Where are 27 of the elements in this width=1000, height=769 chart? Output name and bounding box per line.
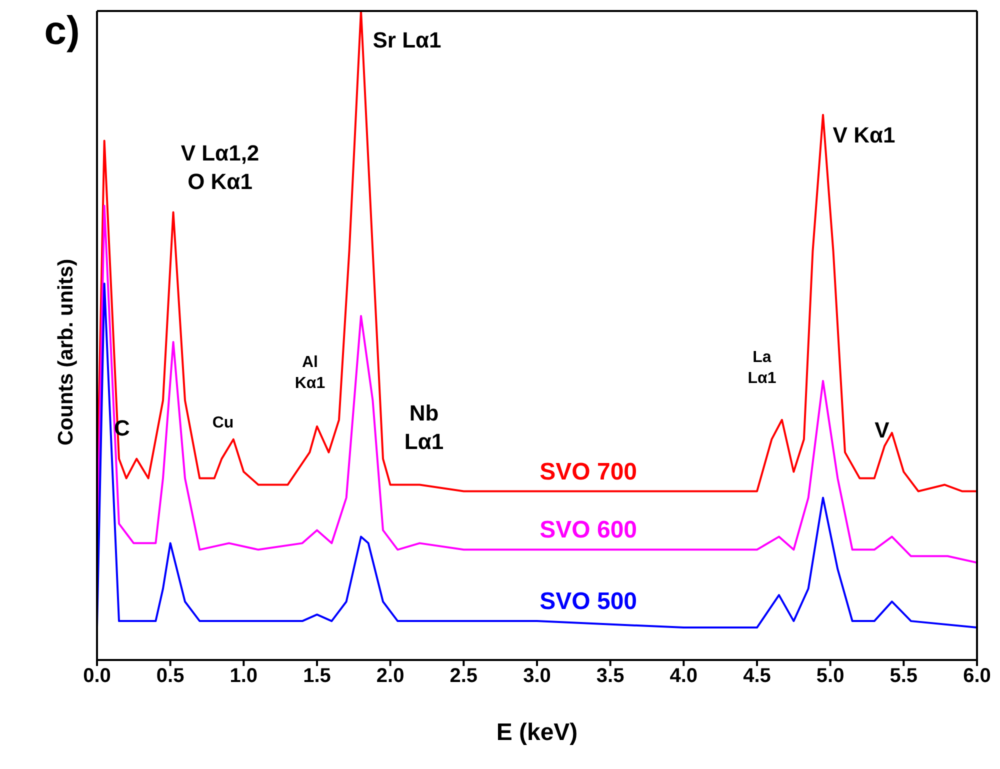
annotation: Al Kα1: [294, 354, 326, 392]
series-label: SVO 600: [540, 516, 638, 544]
x-tick-label: 5.5: [890, 665, 918, 688]
text: c): [44, 9, 80, 53]
annotation: V: [874, 418, 890, 443]
annotation: La Lα1: [748, 349, 776, 387]
series-label: SVO 500: [540, 588, 638, 616]
x-tick-label: 0.0: [83, 665, 111, 688]
x-axis-title: E (keV): [496, 719, 578, 746]
x-tick-label: 4.5: [743, 665, 771, 688]
annotation: Nb Lα1: [404, 400, 444, 454]
annotation: V Lα1,2 O Kα1: [180, 140, 260, 194]
x-tick-label: 1.0: [230, 665, 258, 688]
x-tick-label: 2.5: [450, 665, 478, 688]
x-tick-label: 4.0: [670, 665, 698, 688]
x-tick-label: 5.0: [816, 665, 844, 688]
series-label: SVO 700: [540, 458, 638, 486]
x-tick-label: 3.0: [523, 665, 551, 688]
x-tick-label: 3.5: [596, 665, 624, 688]
x-tick-label: 1.5: [303, 665, 331, 688]
annotation: V Kα1: [832, 122, 896, 148]
x-tick-label: 6.0: [963, 665, 991, 688]
annotation: Sr Lα1: [372, 28, 442, 53]
y-axis-title: Counts (arb. units): [54, 258, 78, 446]
x-tick-label: 2.0: [376, 665, 404, 688]
annotation: Cu: [212, 414, 234, 432]
x-tick-label: 0.5: [156, 665, 184, 688]
